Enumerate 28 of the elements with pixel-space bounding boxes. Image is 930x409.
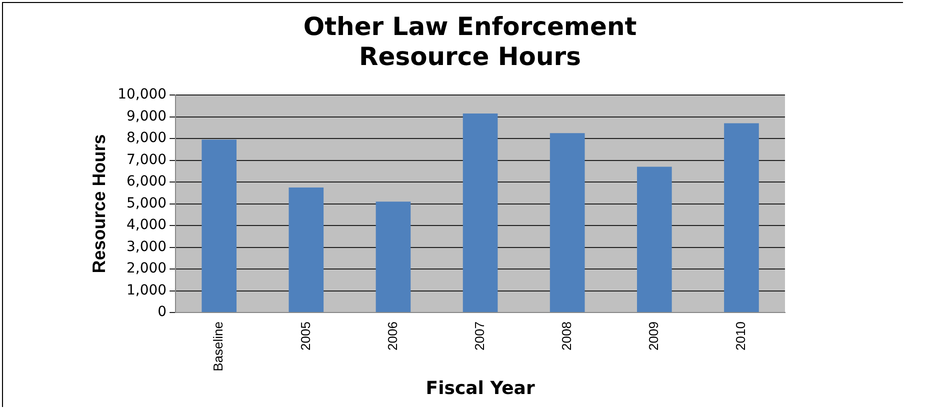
- x-axis-title: Fiscal Year: [426, 378, 535, 399]
- y-tick-label: 7,000: [126, 152, 167, 168]
- y-tick-label: 9,000: [126, 108, 167, 124]
- x-tick-label: 2007: [472, 322, 487, 350]
- y-tick-label: 4,000: [126, 217, 167, 234]
- bar: [550, 133, 585, 312]
- bar: [288, 187, 324, 312]
- x-tick-label: 2006: [384, 322, 400, 350]
- y-tick-label: 0: [158, 304, 167, 320]
- bar: [376, 202, 411, 312]
- y-tick-label: 5,000: [126, 195, 167, 212]
- bar: [202, 140, 237, 312]
- bar: [462, 113, 498, 312]
- x-tick-label: 2010: [733, 322, 748, 350]
- x-tick-label: 2009: [646, 322, 661, 350]
- y-tick-label: 2,000: [126, 260, 167, 277]
- x-tick-label: Baseline: [210, 322, 226, 372]
- y-tick-label: 1,000: [126, 282, 167, 298]
- bar: [637, 166, 672, 312]
- bar: [724, 123, 759, 312]
- x-tick-label: 2008: [558, 322, 574, 350]
- y-tick-label: 3,000: [126, 238, 167, 255]
- y-tick-label: 8,000: [126, 130, 167, 146]
- chart-title: Other Law Enforcement Resource Hours: [302, 12, 638, 72]
- y-tick-label: 10,000: [118, 86, 167, 103]
- y-axis-title: Resource Hours: [88, 134, 109, 274]
- x-tick-label: 2005: [298, 322, 313, 350]
- y-tick-label: 6,000: [126, 174, 167, 190]
